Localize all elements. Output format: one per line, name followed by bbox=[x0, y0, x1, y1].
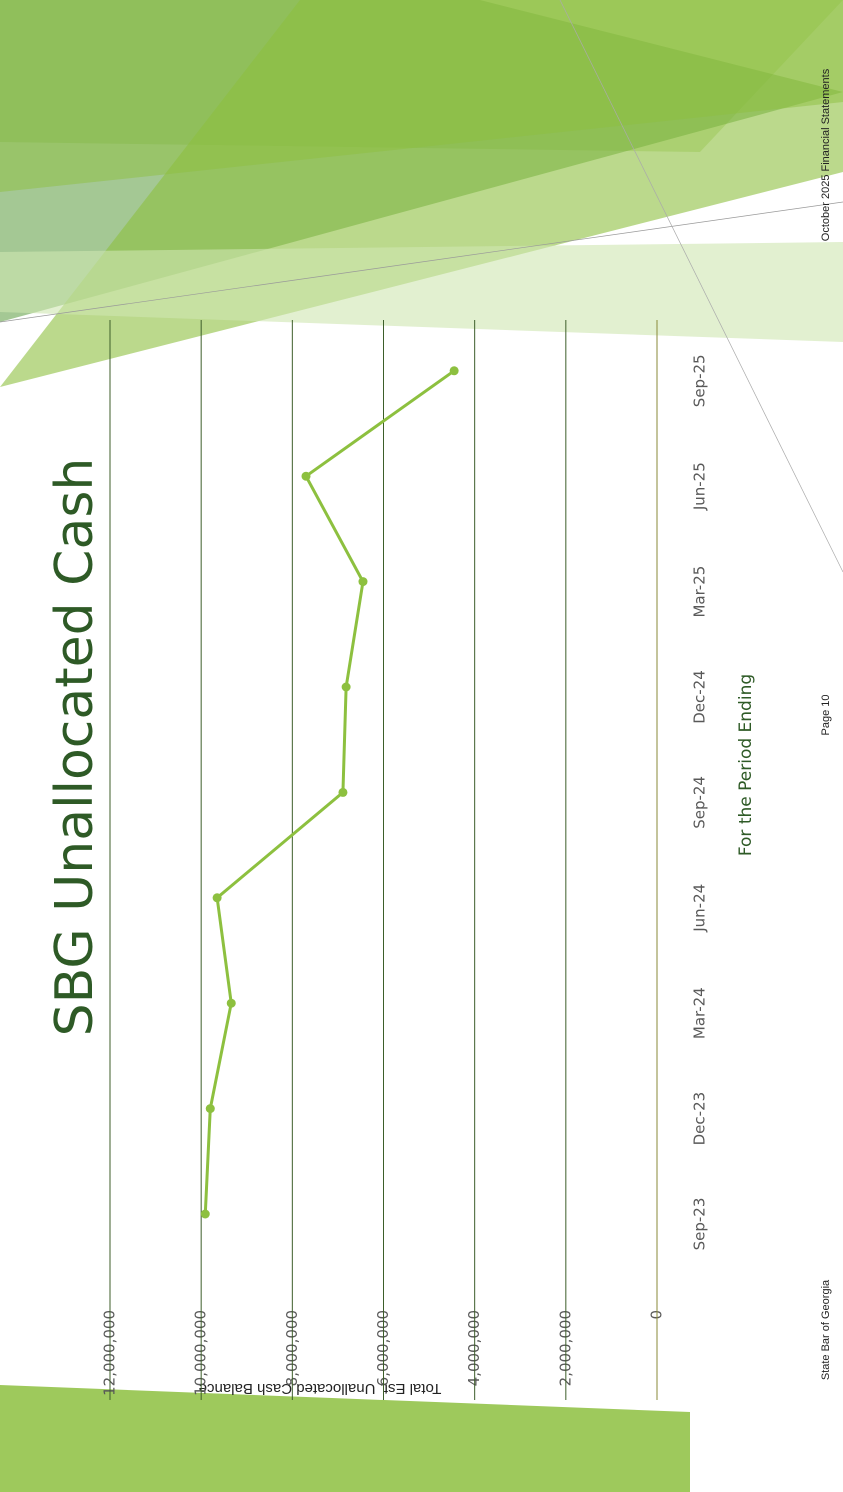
x-tick-label: Mar-25 bbox=[691, 566, 709, 618]
decor bbox=[0, 1385, 690, 1492]
data-point bbox=[338, 787, 348, 797]
data-point bbox=[449, 366, 459, 376]
decor-line bbox=[559, 0, 843, 573]
y-axis-label: Total Est. Unallocated Cash Balance bbox=[199, 1380, 442, 1397]
data-point bbox=[212, 893, 222, 903]
decor-line bbox=[0, 201, 843, 323]
x-axis-label: For the Period Ending bbox=[736, 674, 756, 856]
decor bbox=[0, 242, 843, 342]
footer-left: State Bar of Georgia bbox=[820, 1279, 832, 1380]
data-point bbox=[205, 1104, 215, 1114]
chart-title: SBG Unallocated Cash bbox=[45, 458, 105, 1037]
x-tick-label: Jun-24 bbox=[691, 884, 709, 933]
x-tick-label: Sep-25 bbox=[691, 354, 709, 407]
x-tick-label: Dec-23 bbox=[691, 1092, 709, 1146]
line-series bbox=[203, 369, 456, 1215]
x-tick-label: Sep-24 bbox=[691, 776, 709, 829]
data-point bbox=[226, 998, 236, 1008]
decor bbox=[0, 0, 843, 192]
x-tick-label: Sep-23 bbox=[691, 1198, 709, 1251]
x-tick-label: Dec-24 bbox=[691, 670, 709, 724]
footer-right: October 2025 Financial Statements bbox=[820, 68, 832, 241]
data-point bbox=[358, 577, 368, 587]
data-point bbox=[200, 1209, 210, 1219]
data-point bbox=[341, 682, 351, 692]
footer-center: Page 10 bbox=[820, 695, 832, 736]
x-tick-label: Mar-24 bbox=[691, 987, 709, 1039]
x-tick-label: Jun-25 bbox=[691, 462, 709, 511]
data-point bbox=[301, 471, 311, 481]
